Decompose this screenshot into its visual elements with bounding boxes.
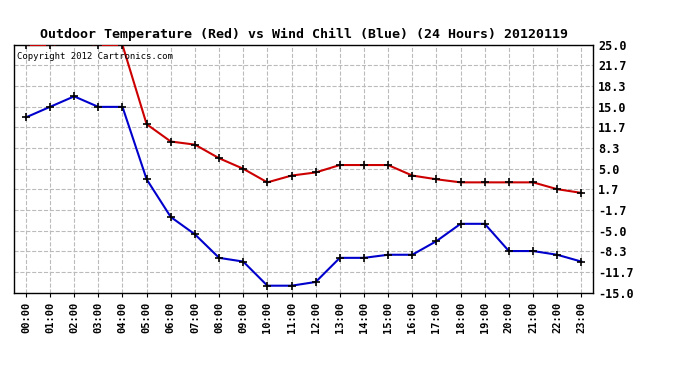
Title: Outdoor Temperature (Red) vs Wind Chill (Blue) (24 Hours) 20120119: Outdoor Temperature (Red) vs Wind Chill … <box>39 28 568 41</box>
Text: Copyright 2012 Cartronics.com: Copyright 2012 Cartronics.com <box>17 53 172 62</box>
